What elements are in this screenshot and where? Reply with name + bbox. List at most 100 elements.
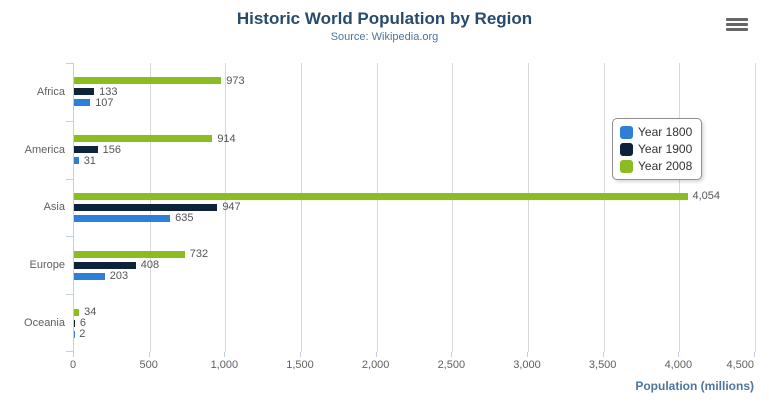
bar-value-label: 408 <box>140 259 160 272</box>
gridline <box>452 63 454 352</box>
bar-year-2008-europe[interactable] <box>74 250 185 258</box>
legend-item-year-1900[interactable]: Year 1900 <box>620 142 692 156</box>
x-axis-tick <box>148 352 150 357</box>
bar-value-label: 6 <box>79 317 87 330</box>
bar-group-item: 6 <box>74 317 755 330</box>
bar-group-item: 947 <box>74 202 755 213</box>
category-row-europe: 732 408 203 <box>74 236 755 294</box>
menu-bar <box>726 17 748 21</box>
x-axis-label: 1,500 <box>286 359 314 371</box>
bar-group-item: 2 <box>74 328 755 341</box>
x-axis-title: Population (millions) <box>635 379 754 393</box>
legend-label: Year 1800 <box>638 125 693 139</box>
bar-group-item: 408 <box>74 259 755 272</box>
bar-value-label: 635 <box>175 212 194 225</box>
legend: Year 1800 Year 1900 Year 2008 <box>612 118 703 180</box>
bar-year-1800-america[interactable] <box>74 157 79 165</box>
x-axis-tick <box>602 352 604 357</box>
gridline <box>603 63 605 352</box>
plot-area: 973 133 107 914 156 31 4,054 947 635 732 408 203 34 6… <box>66 63 756 352</box>
category-label-oceania: Oceania <box>24 317 65 330</box>
legend-swatch-year-2008 <box>620 159 633 173</box>
bar-group-item: 635 <box>74 212 755 225</box>
x-axis-label: 3,500 <box>588 359 617 371</box>
bar-group-item: 203 <box>74 270 755 283</box>
category-axis-tick <box>66 236 74 238</box>
x-axis-tick <box>73 352 74 357</box>
legend-item-year-1800[interactable]: Year 1800 <box>620 125 692 139</box>
gridline <box>301 63 302 352</box>
category-row-oceania: 34 6 2 <box>74 294 755 352</box>
category-axis-tick <box>66 351 74 352</box>
category-axis-tick <box>66 63 74 64</box>
category-label-asia: Asia <box>43 201 65 214</box>
bar-group-item: 31 <box>74 155 755 166</box>
menu-bar <box>726 22 748 26</box>
x-axis-label: 2,000 <box>361 359 390 371</box>
category-row-asia: 4,054 947 635 <box>74 179 755 237</box>
legend-swatch-year-1900 <box>620 142 633 156</box>
bar-year-1800-africa[interactable] <box>74 99 91 107</box>
category-row-america: 914 156 31 <box>74 121 755 179</box>
x-axis-tick <box>754 352 755 357</box>
bar-year-2008-america[interactable] <box>74 135 213 143</box>
category-axis-tick <box>66 178 74 180</box>
x-axis-ticks <box>73 352 755 357</box>
bar-year-1900-oceania[interactable] <box>74 319 75 327</box>
x-axis-label: 2,500 <box>437 359 466 371</box>
category-axis-tick <box>66 120 74 122</box>
bar-value-label: 133 <box>99 85 118 98</box>
bar-year-2008-asia[interactable] <box>74 192 688 200</box>
y-axis-category-labels: Africa America Asia Europe Oceania <box>0 63 65 352</box>
gridline <box>376 63 378 352</box>
bar-value-label: 34 <box>84 306 97 319</box>
bar-group-item: 914 <box>74 132 755 145</box>
bar-year-2008-africa[interactable] <box>74 77 222 85</box>
hamburger-menu-icon[interactable] <box>723 15 751 35</box>
bar-value-label: 914 <box>217 132 236 145</box>
x-axis-tick <box>224 352 226 357</box>
x-axis-tick <box>527 352 528 357</box>
category-axis-tick <box>66 294 74 296</box>
menu-bar <box>726 27 748 31</box>
x-axis-label: 3,000 <box>513 359 541 371</box>
x-axis-labels: 0 500 1,000 1,500 2,000 2,500 3,000 3,500 4,000 4… <box>70 359 754 372</box>
bar-year-1900-america[interactable] <box>74 146 98 154</box>
bar-year-1900-africa[interactable] <box>74 88 95 96</box>
chart-title: Historic World Population by Region <box>236 9 533 28</box>
legend-item-year-2008[interactable]: Year 2008 <box>620 159 692 173</box>
gridline <box>755 63 756 352</box>
bar-year-1900-asia[interactable] <box>74 203 218 211</box>
chart-subtitle: Source: Wikipedia.org <box>330 31 439 43</box>
x-axis-label: 4,500 <box>726 359 754 371</box>
legend-label: Year 2008 <box>638 159 693 173</box>
legend-label: Year 1900 <box>638 142 693 156</box>
bar-year-1800-europe[interactable] <box>74 272 105 280</box>
x-axis-tick <box>300 352 301 357</box>
x-axis-label: 4,000 <box>664 359 693 371</box>
gridline <box>225 63 227 352</box>
x-axis-tick <box>375 352 377 357</box>
bar-year-1800-asia[interactable] <box>74 214 171 222</box>
category-label-america: America <box>24 143 65 156</box>
bar-year-1900-europe[interactable] <box>74 261 136 269</box>
bar-value-label: 156 <box>102 143 121 156</box>
gridline <box>528 63 529 352</box>
x-axis-tick <box>451 352 453 357</box>
category-row-africa: 973 133 107 <box>74 63 755 121</box>
bar-value-label: 2 <box>79 328 86 341</box>
bar-group-item: 156 <box>74 143 755 156</box>
x-axis-label: 1,000 <box>210 359 239 371</box>
category-label-europe: Europe <box>29 259 65 272</box>
gridline <box>679 63 681 352</box>
category-label-africa: Africa <box>36 85 65 98</box>
legend-swatch-year-1800 <box>620 125 633 139</box>
bar-group-item: 4,054 <box>74 190 755 203</box>
bar-value-label: 4,054 <box>692 190 721 203</box>
bar-group-item: 732 <box>74 249 755 260</box>
bar-value-label: 203 <box>109 270 129 283</box>
bar-group-item: 107 <box>74 97 755 108</box>
bar-group-item: 973 <box>74 75 755 86</box>
bar-year-2008-oceania[interactable] <box>74 308 80 316</box>
